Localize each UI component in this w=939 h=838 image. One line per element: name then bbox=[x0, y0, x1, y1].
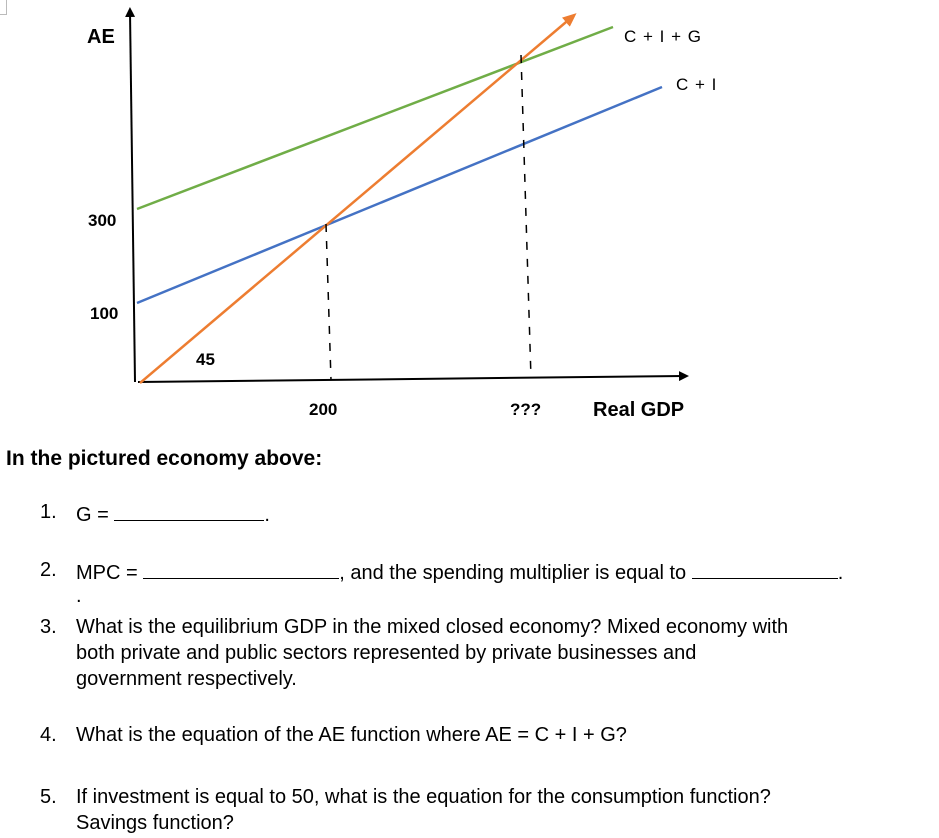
stray-period: . bbox=[76, 585, 82, 607]
question-number: 5. bbox=[40, 786, 57, 808]
page-corner-mark bbox=[0, 0, 7, 15]
question-number: 3. bbox=[40, 616, 57, 638]
question-number: 2. bbox=[40, 559, 57, 581]
c-plus-i-line bbox=[136, 85, 663, 305]
question-text: G = . bbox=[76, 500, 270, 528]
question-number: 4. bbox=[40, 724, 57, 746]
question-number: 1. bbox=[40, 501, 57, 523]
y-tick-100: 100 bbox=[90, 304, 118, 323]
angle-label: 45 bbox=[196, 350, 215, 369]
question-text: MPC = , and the spending multiplier is e… bbox=[76, 558, 843, 586]
question-5: 5. If investment is equal to 50, what is… bbox=[40, 785, 935, 837]
c-plus-i-plus-g-label: C + I + G bbox=[624, 27, 702, 46]
answer-blank-g[interactable] bbox=[114, 500, 265, 521]
question-3: 3. What is the equilibrium GDP in the mi… bbox=[40, 615, 935, 693]
question-text: What is the equation of the AE function … bbox=[76, 724, 627, 746]
answer-blank-mpc[interactable] bbox=[143, 558, 340, 579]
forty-five-degree-line bbox=[139, 13, 577, 384]
y-axis bbox=[125, 7, 136, 383]
worksheet-heading: In the pictured economy above: bbox=[6, 447, 323, 470]
x-axis-label: Real GDP bbox=[593, 399, 684, 421]
drop-line-unknown bbox=[520, 54, 532, 379]
x-tick-unknown: ??? bbox=[510, 400, 541, 419]
question-text-line-3: government respectively. bbox=[76, 668, 297, 690]
question-text-line-1: What is the equilibrium GDP in the mixed… bbox=[76, 616, 789, 638]
question-4: 4. What is the equation of the AE functi… bbox=[40, 723, 935, 749]
x-tick-200: 200 bbox=[309, 400, 337, 419]
question-1: 1. G = . bbox=[40, 500, 930, 526]
y-tick-300: 300 bbox=[88, 211, 116, 230]
question-text-line-2: both private and public sectors represen… bbox=[76, 642, 697, 664]
question-text-line-2: Savings function? bbox=[76, 812, 234, 834]
c-plus-i-label: C + I bbox=[676, 75, 717, 94]
drop-line-200 bbox=[325, 223, 332, 381]
x-axis bbox=[137, 371, 689, 383]
c-plus-i-plus-g-line bbox=[136, 25, 614, 211]
question-text-line-1: If investment is equal to 50, what is th… bbox=[76, 786, 771, 808]
answer-blank-multiplier[interactable] bbox=[691, 558, 838, 579]
question-2: 2. MPC = , and the spending multiplier i… bbox=[40, 558, 935, 584]
ae-diagram: AE Real GDP 300 100 200 ??? 45 C + I + G… bbox=[87, 7, 717, 421]
y-axis-label: AE bbox=[87, 26, 115, 48]
